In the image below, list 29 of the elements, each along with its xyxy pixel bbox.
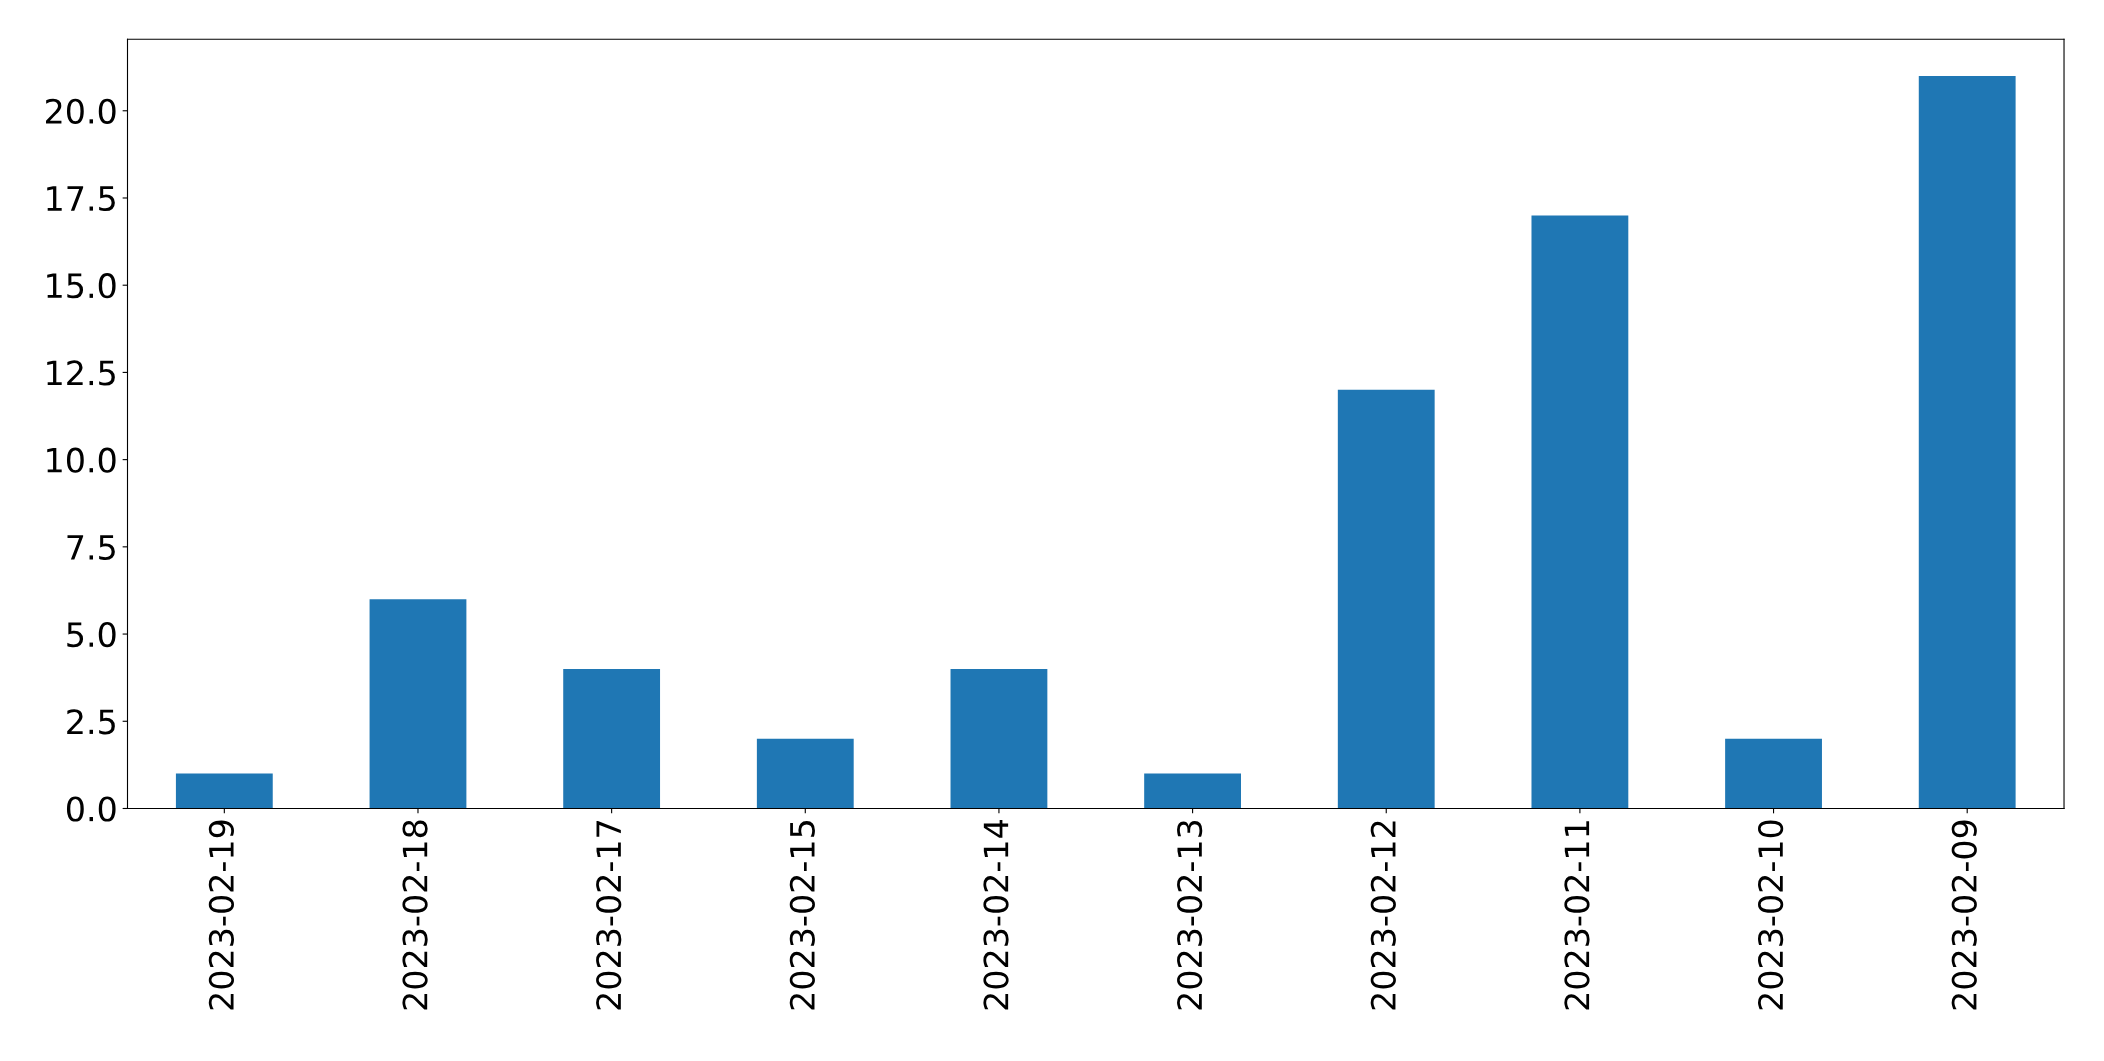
x-tick-label: 2023-02-14 <box>983 820 1009 1010</box>
bar <box>1725 738 1822 809</box>
bar <box>563 668 661 809</box>
bar <box>1918 75 2016 809</box>
bar <box>1144 773 1241 809</box>
x-tick-label: 2023-02-18 <box>402 820 428 1010</box>
y-tick-label: 5.0 <box>67 621 116 648</box>
y-tick-label: 2.5 <box>67 709 115 735</box>
bar <box>756 738 854 809</box>
bar <box>175 773 273 809</box>
bar <box>950 668 1048 809</box>
y-tick-label: 7.5 <box>67 535 115 560</box>
x-tick-label: 2023-02-17 <box>596 821 622 1010</box>
x-tick-label: 2023-02-10 <box>1758 820 1784 1010</box>
y-tick-label: 20.0 <box>46 98 116 124</box>
y-tick-label: 10.0 <box>47 447 116 473</box>
y-tick-label: 15.0 <box>47 273 116 299</box>
x-tick-label: 2023-02-15 <box>789 821 815 1010</box>
x-tick-label: 2023-02-12 <box>1370 821 1396 1010</box>
y-tick-label: 17.5 <box>47 186 115 212</box>
x-tick-label: 2023-02-19 <box>208 820 234 1010</box>
bar <box>1531 215 1629 809</box>
x-tick-label: 2023-02-11 <box>1564 821 1590 1010</box>
y-tick-label: 0.0 <box>66 796 116 822</box>
y-tick-label: 12.5 <box>47 360 115 386</box>
x-tick-label: 2023-02-09 <box>1951 820 1977 1010</box>
bar <box>369 599 467 809</box>
x-tick-label: 2023-02-13 <box>1177 820 1203 1010</box>
bar <box>1337 389 1435 809</box>
